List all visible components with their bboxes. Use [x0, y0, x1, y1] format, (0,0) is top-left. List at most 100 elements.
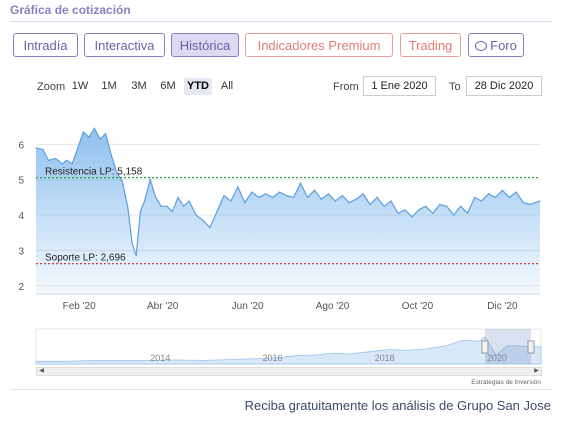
- zoom-3m-button[interactable]: 3M: [127, 78, 151, 95]
- price-point-3: [54, 157, 57, 160]
- support-label: Soporte LP: 2,696: [45, 253, 126, 264]
- x-tick-label-2: Jun '20: [232, 301, 264, 312]
- price-point-53: [362, 193, 364, 195]
- zoom-label: Zoom: [37, 81, 66, 93]
- price-point-11: [99, 138, 101, 140]
- range-to-label: To: [449, 81, 461, 93]
- navigator-handle-left[interactable]: [481, 340, 489, 354]
- price-point-62: [425, 205, 427, 207]
- range-from-input[interactable]: [363, 76, 436, 96]
- promo-link[interactable]: Reciba gratuitamente los análisis de Gru…: [244, 398, 551, 413]
- price-point-35: [237, 186, 239, 188]
- price-point-64: [439, 203, 441, 206]
- price-point-54: [369, 203, 371, 206]
- price-point-19: [139, 211, 141, 213]
- x-tick-label-0: Feb '20: [63, 301, 96, 312]
- zoom-6m-button[interactable]: 6M: [156, 78, 180, 95]
- price-point-58: [397, 212, 399, 214]
- y-tick-label-1: 3: [18, 247, 24, 258]
- price-point-61: [418, 209, 420, 211]
- price-point-74: [508, 196, 510, 198]
- price-point-12: [105, 133, 107, 135]
- zoom-1w-button[interactable]: 1W: [69, 78, 91, 95]
- price-point-16: [127, 207, 129, 209]
- price-point-30: [202, 219, 204, 221]
- navigator-year-2: 2018: [375, 353, 395, 363]
- price-point-23: [160, 205, 162, 207]
- price-point-71: [487, 193, 490, 195]
- price-point-37: [251, 191, 253, 193]
- price-point-60: [411, 216, 413, 218]
- x-tick-label-3: Ago '20: [316, 301, 350, 312]
- price-chart[interactable]: 2 3 4 5 6 Resistencia LP: 5,158 Soporte LP: 2,…: [0, 100, 563, 378]
- price-point-17: [131, 242, 133, 244]
- price-point-29: [195, 214, 197, 216]
- price-point-38: [258, 196, 260, 198]
- tab-trading[interactable]: Trading: [400, 33, 461, 57]
- price-point-0: [35, 147, 37, 149]
- price-point-70: [480, 200, 483, 202]
- price-point-21: [149, 179, 151, 181]
- price-point-1: [42, 149, 44, 151]
- price-point-57: [390, 200, 392, 202]
- price-point-50: [341, 195, 343, 197]
- price-area: [36, 128, 540, 293]
- price-point-14: [116, 172, 118, 174]
- tab-interactiva[interactable]: Interactiva: [84, 33, 165, 57]
- price-point-55: [376, 196, 378, 198]
- price-point-65: [446, 205, 448, 207]
- price-point-7: [77, 147, 79, 149]
- bottom-divider: [10, 389, 553, 390]
- price-point-10: [93, 127, 96, 129]
- tab-foro[interactable]: Foro: [468, 33, 524, 57]
- price-point-15: [121, 180, 123, 183]
- y-tick-label-2: 4: [18, 211, 24, 222]
- navigator-handle-right[interactable]: [527, 340, 535, 354]
- price-point-5: [66, 159, 68, 161]
- price-point-66: [453, 214, 455, 216]
- price-point-44: [299, 182, 302, 184]
- price-point-46: [313, 189, 316, 191]
- y-tick-label-0: 2: [18, 282, 24, 293]
- price-point-36: [244, 202, 246, 204]
- price-point-42: [286, 195, 288, 197]
- price-point-33: [223, 195, 225, 197]
- price-point-72: [494, 196, 496, 198]
- price-point-31: [209, 226, 211, 229]
- x-tick-label-4: Oct '20: [402, 301, 434, 312]
- y-tick-label-4: 6: [18, 140, 24, 151]
- zoom-all-button[interactable]: All: [216, 78, 238, 95]
- price-point-56: [383, 205, 385, 207]
- navigator-scrollbar[interactable]: ◀ ▶: [36, 367, 542, 376]
- navigator-selection: [484, 329, 531, 364]
- price-point-52: [355, 198, 357, 200]
- price-point-51: [348, 202, 350, 204]
- range-from-label: From: [333, 81, 359, 93]
- price-point-77: [529, 203, 531, 206]
- price-point-26: [177, 196, 179, 198]
- price-point-47: [320, 198, 322, 200]
- scroll-left-icon[interactable]: ◀: [39, 368, 44, 374]
- price-point-59: [404, 209, 406, 211]
- zoom-ytd-button[interactable]: YTD: [184, 78, 212, 95]
- price-point-28: [188, 200, 190, 202]
- price-point-63: [432, 212, 434, 214]
- price-point-22: [155, 196, 157, 198]
- price-point-32: [216, 211, 218, 213]
- price-point-24: [166, 205, 168, 207]
- tab-indicadores-premium[interactable]: Indicadores Premium: [245, 33, 393, 57]
- x-tick-label-1: Abr '20: [147, 301, 179, 312]
- tab-intradia[interactable]: Intradía: [13, 33, 78, 57]
- price-point-48: [327, 193, 329, 195]
- x-tick-label-5: Dic '20: [487, 301, 518, 312]
- zoom-1m-button[interactable]: 1M: [97, 78, 121, 95]
- price-point-67: [460, 205, 462, 207]
- range-to-input[interactable]: [466, 76, 542, 96]
- price-point-69: [474, 196, 476, 198]
- price-point-43: [293, 196, 295, 198]
- navigator-series: [35, 336, 542, 365]
- y-tick-label-3: 5: [18, 176, 24, 187]
- price-point-6: [71, 163, 73, 165]
- tab-historica[interactable]: Histórica: [171, 33, 239, 57]
- scroll-right-icon[interactable]: ▶: [534, 368, 539, 374]
